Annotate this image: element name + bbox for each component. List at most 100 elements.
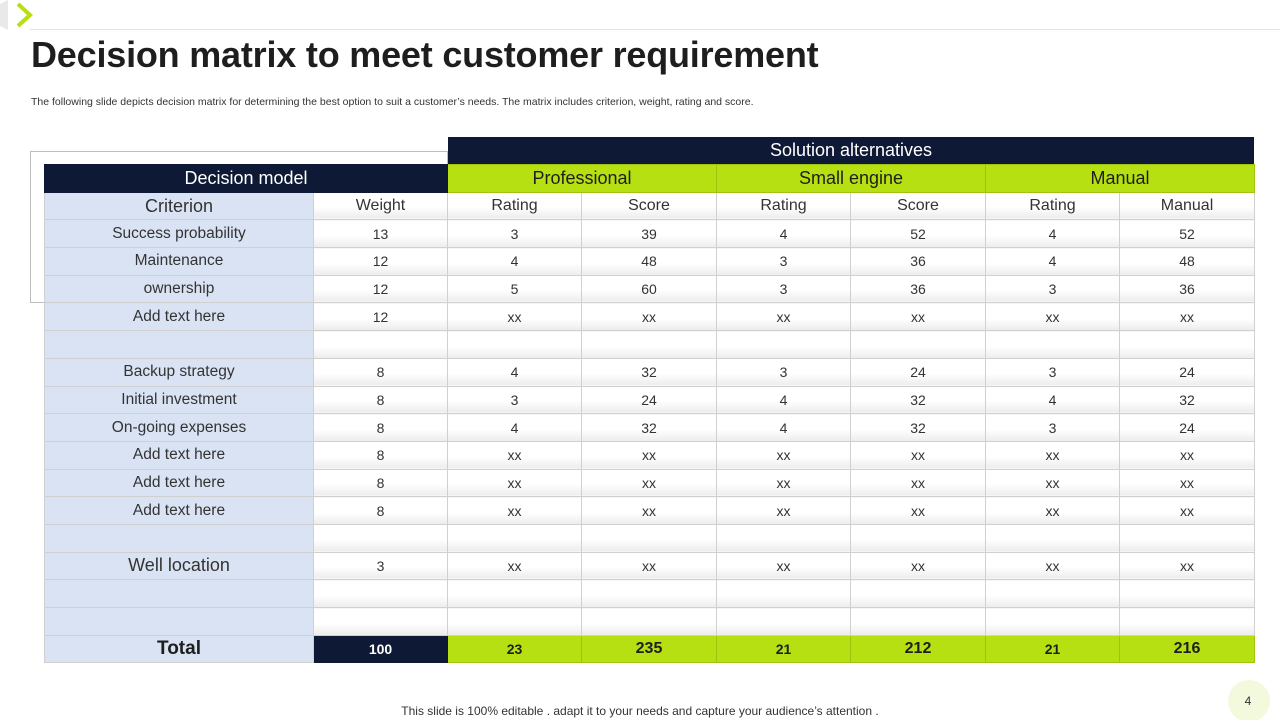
value-cell: xx (985, 496, 1120, 525)
value-cell (313, 579, 448, 608)
value-cell: xx (447, 551, 582, 581)
value-cell: 3 (313, 551, 448, 581)
value-cell (985, 607, 1120, 636)
value-cell: xx (1118, 440, 1256, 470)
criterion-cell (44, 579, 314, 608)
slide-subtitle: The following slide depicts decision mat… (31, 96, 754, 108)
value-cell: xx (985, 551, 1120, 581)
value-cell: xx (716, 440, 851, 470)
table-row (44, 330, 1256, 359)
criterion-cell: ownership (44, 274, 314, 304)
criterion-header: Criterion (44, 191, 314, 221)
value-cell: 12 (313, 274, 448, 304)
page-number-badge: 4 (1228, 680, 1270, 720)
value-cell: xx (581, 496, 717, 525)
top-divider (30, 29, 1280, 30)
value-cell: 4 (447, 247, 582, 276)
value-cell (850, 330, 986, 359)
value-cell: 4 (985, 385, 1120, 415)
criterion-cell (44, 523, 314, 553)
total-label: Total (44, 634, 314, 664)
value-cell (1118, 523, 1256, 553)
value-cell (581, 523, 717, 553)
value-cell: 3 (447, 385, 582, 415)
value-cell: 39 (581, 219, 717, 249)
value-cell (313, 330, 448, 359)
column-header: Score (850, 191, 986, 221)
criterion-cell: Add text here (44, 496, 314, 525)
table-row (44, 579, 1256, 608)
total-value: 212 (850, 634, 986, 664)
table-row: Add text here 12 xx xx xx xx xx xx (44, 302, 1256, 332)
table-row: Backup strategy 8 4 32 3 24 3 24 (44, 357, 1256, 387)
value-cell: xx (716, 496, 851, 525)
criterion-cell: Success probability (44, 219, 314, 249)
total-value: 21 (716, 634, 851, 664)
criterion-cell: Add text here (44, 440, 314, 470)
decision-matrix-table: Decision model Professional Small engine… (44, 164, 1256, 664)
slide-footer: This slide is 100% editable . adapt it t… (401, 704, 879, 718)
value-cell: 4 (985, 219, 1120, 249)
value-cell: xx (850, 302, 986, 332)
criterion-cell: Backup strategy (44, 357, 314, 387)
criterion-cell (44, 607, 314, 636)
value-cell: 13 (313, 219, 448, 249)
value-cell (1118, 607, 1256, 636)
value-cell: 3 (985, 274, 1120, 304)
value-cell: xx (581, 468, 717, 498)
value-cell: 8 (313, 385, 448, 415)
value-cell: 8 (313, 357, 448, 387)
total-value: 216 (1118, 634, 1256, 664)
column-header: Score (581, 191, 717, 221)
table-row: Add text here 8 xx xx xx xx xx xx (44, 440, 1256, 470)
column-header: Manual (1118, 191, 1256, 221)
value-cell: 12 (313, 302, 448, 332)
table-row: Add text here 8 xx xx xx xx xx xx (44, 496, 1256, 525)
value-cell (1118, 579, 1256, 608)
value-cell: 3 (447, 219, 582, 249)
value-cell: 60 (581, 274, 717, 304)
value-cell: 24 (1118, 413, 1256, 442)
subheader-row: Criterion Weight Rating Score Rating Score Rat… (44, 191, 1256, 221)
slide-title: Decision matrix to meet customer require… (31, 34, 819, 75)
value-cell (716, 523, 851, 553)
table-row: Add text here 8 xx xx xx xx xx xx (44, 468, 1256, 498)
value-cell: 36 (850, 274, 986, 304)
value-cell: 12 (313, 247, 448, 276)
value-cell: 52 (850, 219, 986, 249)
value-cell: xx (1118, 551, 1256, 581)
value-cell (447, 579, 582, 608)
alternative-professional-header: Professional (447, 164, 717, 193)
value-cell: xx (447, 302, 582, 332)
total-value: 235 (581, 634, 717, 664)
criterion-cell: Well location (44, 551, 314, 581)
value-cell (850, 523, 986, 553)
table-row: On-going expenses 8 4 32 4 32 3 24 (44, 413, 1256, 442)
value-cell: 3 (985, 413, 1120, 442)
value-cell (313, 607, 448, 636)
column-header: Rating (716, 191, 851, 221)
solution-alternatives-banner: Solution alternatives (448, 137, 1254, 164)
value-cell: 4 (716, 413, 851, 442)
total-weight: 100 (313, 634, 448, 664)
value-cell (581, 330, 717, 359)
value-cell: xx (850, 440, 986, 470)
value-cell: 4 (716, 219, 851, 249)
value-cell: xx (850, 496, 986, 525)
value-cell (850, 607, 986, 636)
value-cell: 36 (850, 247, 986, 276)
table-row (44, 523, 1256, 553)
value-cell (447, 330, 582, 359)
criterion-cell: Add text here (44, 468, 314, 498)
value-cell (1118, 330, 1256, 359)
alternative-manual-header: Manual (984, 164, 1256, 193)
total-value: 23 (447, 634, 582, 664)
value-cell: xx (1118, 302, 1256, 332)
value-cell (581, 607, 717, 636)
value-cell: 32 (1118, 385, 1256, 415)
table-row: Initial investment 8 3 24 4 32 4 32 (44, 385, 1256, 415)
value-cell: 24 (581, 385, 717, 415)
value-cell: 3 (716, 274, 851, 304)
value-cell: 32 (581, 413, 717, 442)
value-cell: xx (985, 468, 1120, 498)
